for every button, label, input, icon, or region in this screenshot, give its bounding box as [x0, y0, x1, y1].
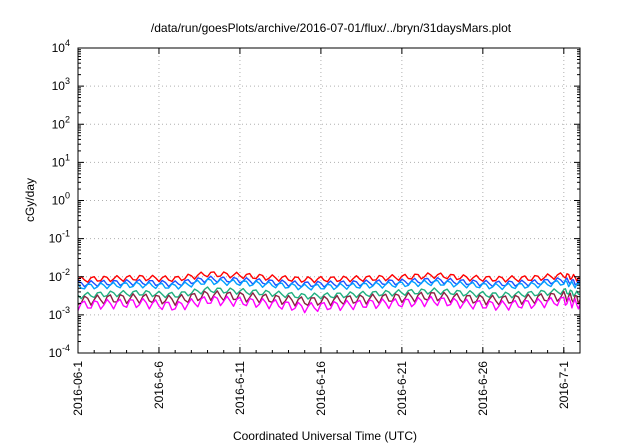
grid — [77, 48, 580, 353]
y-tick-label: 100 — [52, 191, 70, 208]
y-axis-label: cGy/day — [23, 178, 37, 222]
x-tick-label: 2016-6-11 — [233, 361, 247, 415]
plot-border — [77, 47, 581, 354]
series-line — [77, 290, 581, 307]
y-tick-label: 10-2 — [49, 267, 70, 284]
series-line — [77, 278, 581, 291]
y-tick-label: 101 — [52, 152, 70, 169]
y-tick-label: 10-3 — [49, 305, 70, 322]
x-axis: 2016-06-1 2016-6-6 2016-6-11 2016-6-16 2016-… — [71, 48, 581, 416]
y-tick-label: 102 — [52, 114, 70, 131]
y-tick-label: 10-1 — [49, 229, 70, 246]
x-tick-label: 2016-7-1 — [557, 361, 571, 409]
chart-title: /data/run/goesPlots/archive/2016-07-01/f… — [151, 21, 512, 35]
x-tick-label: 2016-6-26 — [476, 361, 490, 416]
x-tick-label: 2016-06-1 — [71, 361, 85, 416]
y-tick-label: 103 — [52, 76, 70, 93]
plot-frame — [77, 47, 581, 354]
x-tick-label: 2016-6-21 — [395, 361, 409, 416]
x-axis-label: Coordinated Universal Time (UTC) — [233, 429, 417, 443]
y-tick-label: 104 — [52, 38, 70, 55]
series-line — [77, 271, 581, 284]
x-tick-label: 2016-6-16 — [314, 361, 328, 416]
series-line — [77, 295, 581, 314]
y-axis: 10-4 10-3 10-2 10-1 100 101 102 103 104 — [49, 38, 580, 360]
series-line — [77, 286, 581, 300]
x-tick-label: 2016-6-6 — [152, 361, 166, 409]
series-group — [77, 271, 581, 314]
y-tick-label: 10-4 — [49, 343, 70, 360]
